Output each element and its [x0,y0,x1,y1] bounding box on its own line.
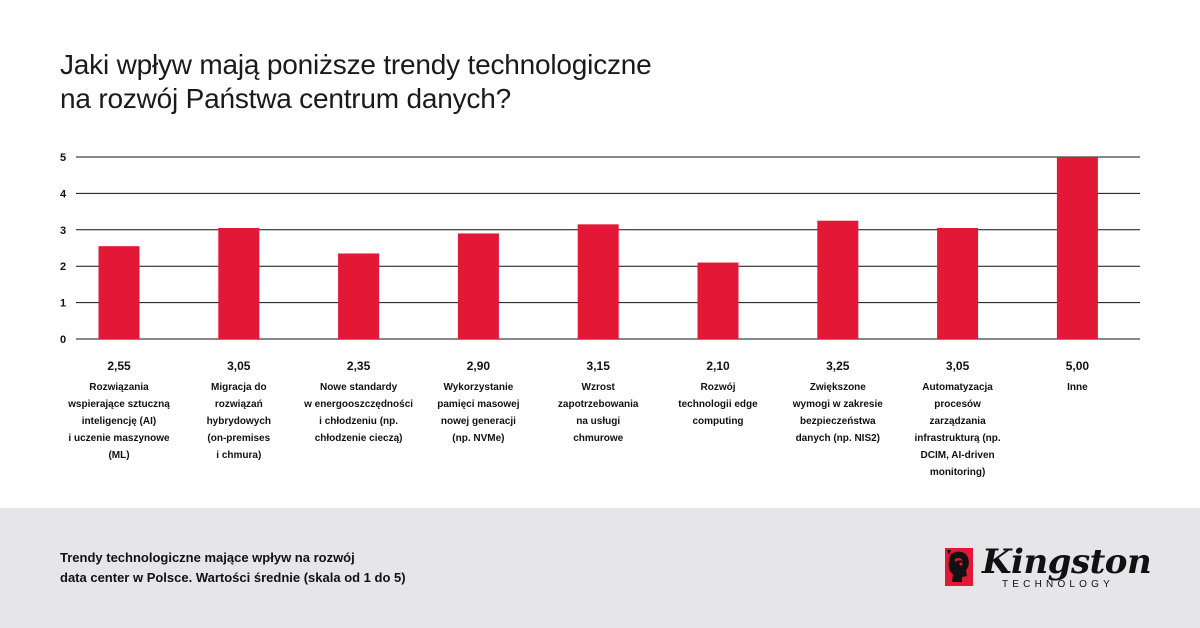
x-category-label: Automatyzacja procesów zarządzania infrastr… [915,382,1001,478]
data-label: 3,25 [826,359,850,373]
chart-caption: Trendy technologiczne mające wpływ na ro… [60,548,580,588]
caption-line-1: Trendy technologiczne mające wpływ na ro… [60,550,355,565]
x-category-label-line: nowej generacji [441,416,516,427]
x-category-label-line: i uczenie maszynowe [68,433,170,444]
y-tick-label: 5 [60,152,66,164]
x-category-label-line: (ML) [108,450,129,461]
x-category-label-line: Rozwiązania [89,382,149,393]
x-category-label-line: (np. NVMe) [452,433,504,444]
data-label: 3,05 [227,359,251,373]
data-label: 2,55 [107,359,131,373]
x-category-label-line: inteligencję (AI) [82,416,156,427]
x-category-label-line: hybrydowych [207,416,271,427]
logo-wordmark: Kingston [982,542,1152,582]
x-category-label: Rozwiązania wspierające sztuczną inteligen… [67,382,170,461]
logo-subtitle: TECHNOLOGY [1002,579,1115,590]
y-tick-label: 3 [60,225,66,237]
bar [457,233,499,339]
bar [338,253,380,339]
x-category-label-line: pamięci masowej [437,399,519,410]
x-category-label: Wzrost zapotrzebowania na usługi chmurowe [558,382,639,444]
bar-chart: 0 1 2 3 4 5 2,55 Rozwiązania wspierające sztuczn… [60,152,1140,478]
x-category-label: Nowe standardy w energooszczędności i chło… [303,382,413,444]
x-category-label-line: procesów [934,399,981,410]
x-category-label-line: Wykorzystanie [443,382,513,393]
bar [937,227,979,339]
x-category-label-line: w energooszczędności [303,399,413,410]
x-category-label-line: Rozwój [701,382,736,393]
data-label: 5,00 [1066,359,1090,373]
bar [98,246,140,339]
data-label: 3,15 [587,359,611,373]
x-category-label-line: zapotrzebowania [558,399,639,410]
chart-title-line-2: na rozwój Państwa centrum danych? [60,83,511,114]
x-category-label-line: (on-premises [207,433,270,444]
y-tick-label: 1 [60,298,66,310]
chart-title-line-1: Jaki wpływ mają poniższe trendy technolo… [60,49,652,80]
data-label: 2,10 [706,359,730,373]
footer: Trendy technologiczne mające wpływ na ro… [0,508,1200,628]
x-category-label-line: i chmura) [216,450,261,461]
x-category-label-line: monitoring) [930,467,986,478]
bar [218,227,260,339]
x-category-label-line: computing [692,416,743,427]
x-category-label-line: Nowe standardy [320,382,398,393]
x-category-label-line: wymogi w zakresie [792,399,883,410]
y-tick-label: 0 [60,334,66,346]
kingston-head-logo-icon [945,548,973,586]
chart-title: Jaki wpływ mają poniższe trendy technolo… [60,48,960,116]
x-category-label-line: na usługi [576,416,620,427]
x-category-label-line: bezpieczeństwa [800,416,876,427]
x-category-label-line: technologii edge [678,399,758,410]
x-category-label-line: chłodzenie cieczą) [315,433,403,444]
y-tick-label: 2 [60,261,66,273]
caption-line-2: data center w Polsce. Wartości średnie (… [60,570,406,585]
bar [817,220,859,339]
x-category-label: Inne [1067,382,1088,393]
x-category-label-line: Zwiększone [810,382,867,393]
data-label: 2,35 [347,359,371,373]
x-category-label-line: Wzrost [582,382,616,393]
x-category-label-line: wspierające sztuczną [67,399,170,410]
x-category-label: Rozwój technologii edge computing [678,382,758,427]
kingston-logo: Kingston TECHNOLOGY [942,542,1152,594]
x-category-label-line: infrastrukturą (np. [915,433,1001,444]
x-category-label: Migracja do rozwiązań hybrydowych (on-premi… [207,382,271,461]
x-category-label-line: danych (np. NIS2) [796,433,880,444]
bar [1056,157,1098,339]
bar [697,262,739,339]
y-tick-label: 4 [60,188,67,200]
bar [577,224,619,339]
x-category-label-line: zarządzania [930,416,987,427]
x-category-label-line: Inne [1067,382,1088,393]
x-category-label-line: chmurowe [573,433,623,444]
x-category-label-line: i chłodzeniu (np. [319,416,398,427]
x-category-label: Wykorzystanie pamięci masowej nowej genera… [437,382,519,444]
x-category-label-line: Automatyzacja [922,382,993,393]
x-category-label-line: DCIM, AI-driven [921,450,995,461]
data-label: 2,90 [467,359,491,373]
x-category-label-line: Migracja do [211,382,267,393]
data-label: 3,05 [946,359,970,373]
x-category-label-line: rozwiązań [215,399,263,410]
x-category-label: Zwiększone wymogi w zakresie bezpieczeństw… [792,382,883,444]
